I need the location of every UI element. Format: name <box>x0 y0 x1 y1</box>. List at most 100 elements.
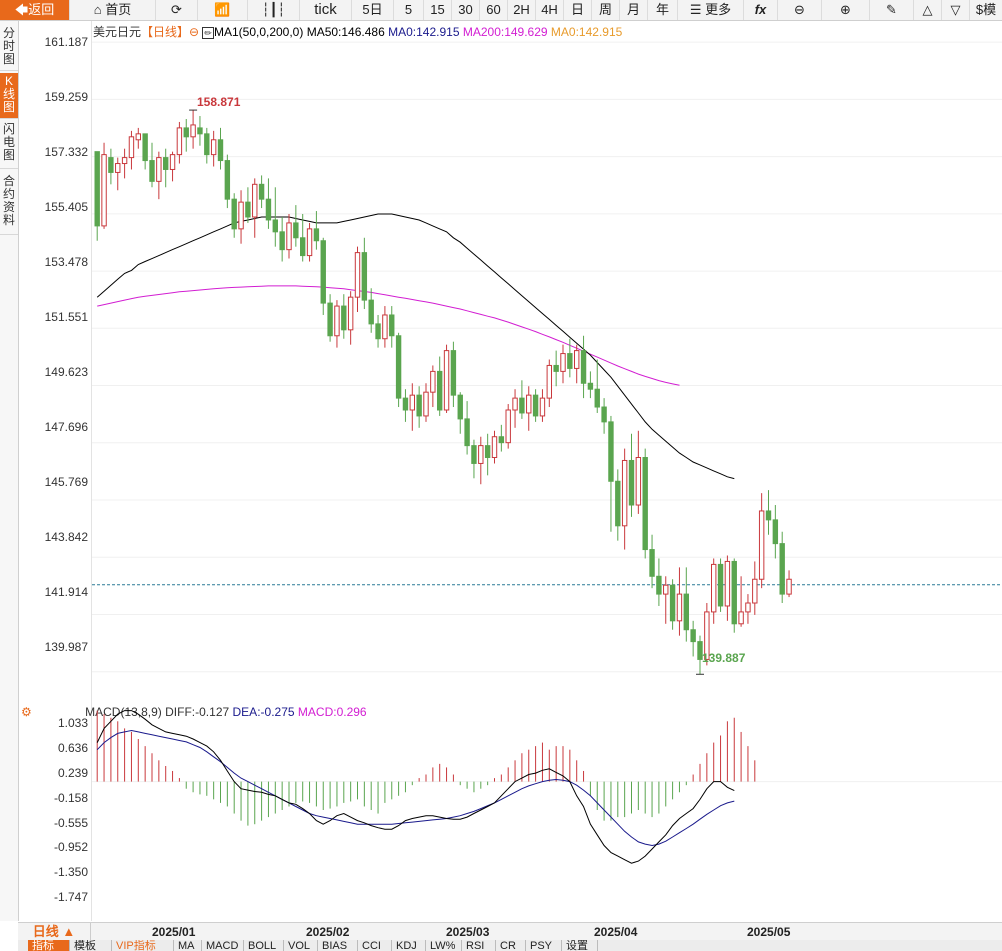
macd-y-tick-label: -0.158 <box>53 791 88 805</box>
period-4h[interactable]: 4H <box>536 0 564 20</box>
home-button[interactable]: ⌂ 首页 <box>70 0 156 20</box>
macd-y-tick-label: -0.952 <box>53 840 88 854</box>
tab-cci[interactable]: CCI <box>358 940 392 951</box>
candle-body <box>389 314 395 337</box>
candle-body <box>601 406 607 423</box>
candle-body <box>457 394 463 420</box>
y-tick-label: 145.769 <box>44 475 88 489</box>
candle-body <box>628 459 635 506</box>
refresh-button[interactable]: ⟳ <box>156 0 198 20</box>
macd-y-tick-label: -0.555 <box>53 816 88 830</box>
zoom-in-button[interactable]: ⊕ <box>822 0 870 20</box>
sidebar-item-kline[interactable]: K线图 <box>0 73 18 119</box>
tab-vip[interactable]: VIP指标 <box>112 940 174 951</box>
candle-body <box>765 510 772 521</box>
macd-y-tick-label: -1.747 <box>53 890 88 904</box>
tab-lw[interactable]: LW% <box>426 940 462 951</box>
candle-body <box>615 480 621 527</box>
candle-body <box>724 560 731 607</box>
dollar-icon: $ <box>975 2 984 17</box>
period-5min[interactable]: 5 <box>394 0 424 20</box>
tab-vol[interactable]: VOL <box>284 940 318 951</box>
candle-body <box>731 560 737 625</box>
x-tick-label: 2025/04 <box>594 925 638 939</box>
toggle-icon[interactable]: ⊖ <box>189 25 203 39</box>
candle-body <box>135 133 141 141</box>
price-chart[interactable] <box>92 21 1002 701</box>
candle-body <box>505 409 511 444</box>
y-tick-label: 141.914 <box>44 585 88 599</box>
candle-body <box>306 228 313 257</box>
candle-body <box>553 364 559 372</box>
tick-button[interactable]: tick <box>300 0 352 20</box>
candle-body <box>279 231 285 251</box>
candle-body <box>450 350 457 396</box>
period-week[interactable]: 周 <box>592 0 620 20</box>
tab-psy[interactable]: PSY <box>526 940 562 951</box>
toolbar: 🡄返回 ⌂ 首页 ⟳ 📶 ┆┃┆ tick 5日 5 15 30 60 2H 4… <box>0 0 1002 21</box>
period-2h[interactable]: 2H <box>508 0 536 20</box>
candle-body <box>512 397 518 411</box>
back-button[interactable]: 🡄返回 <box>0 0 70 20</box>
candle-body <box>169 154 176 170</box>
tab-cr[interactable]: CR <box>496 940 526 951</box>
tab-templates[interactable]: 模板 <box>70 940 112 951</box>
period-month[interactable]: 月 <box>620 0 648 20</box>
candle-body <box>416 394 422 417</box>
period-year[interactable]: 年 <box>648 0 678 20</box>
x-tick-label: 2025/03 <box>446 925 490 939</box>
candle-body <box>354 252 361 298</box>
period-day[interactable]: 日 <box>564 0 592 20</box>
triangle-down-icon: ▽ <box>950 2 961 17</box>
candle-body <box>519 397 525 414</box>
down-triangle-button[interactable]: ▽ <box>942 0 970 20</box>
period-5day[interactable]: 5日 <box>352 0 394 20</box>
period-15min[interactable]: 15 <box>424 0 452 20</box>
sidebar-item-timeshare[interactable]: 分时图 <box>0 25 18 71</box>
tab-ma[interactable]: MA <box>174 940 202 951</box>
tab-macd[interactable]: MACD <box>202 940 244 951</box>
candle-body <box>286 222 292 251</box>
refresh-icon: ⟳ <box>171 2 182 17</box>
dea-line <box>96 729 735 847</box>
zoom-out-button[interactable]: ⊖ <box>778 0 822 20</box>
y-tick-label: 161.187 <box>44 35 88 49</box>
macd-settings-icon[interactable]: ⚙ <box>21 705 32 719</box>
y-tick-label: 143.842 <box>44 530 88 544</box>
candle-body <box>265 198 272 221</box>
candle-body <box>786 578 792 595</box>
candle-body <box>574 350 580 369</box>
candle-body <box>245 201 251 218</box>
x-tick-label: 2025/01 <box>152 925 196 939</box>
period-30min[interactable]: 30 <box>452 0 480 20</box>
macd-legend: ⚙ MACD(13,8,9) DIFF:-0.127 DEA:-0.275 MA… <box>21 705 367 719</box>
formula-button[interactable]: fx <box>744 0 778 20</box>
tab-indicators[interactable]: 指标 <box>28 940 70 951</box>
tab-rsi[interactable]: RSI <box>462 940 496 951</box>
candle-body <box>190 124 196 138</box>
model-button[interactable]: $模 <box>975 2 997 17</box>
more-button[interactable]: ☰ 更多 <box>678 0 744 20</box>
tab-bias[interactable]: BIAS <box>318 940 358 951</box>
macd-chart[interactable] <box>92 700 1002 920</box>
tab-settings[interactable]: 设置 <box>562 940 598 951</box>
candle-body <box>608 421 614 482</box>
tab-kdj[interactable]: KDJ <box>392 940 426 951</box>
candlestick-button[interactable]: ┆┃┆ <box>248 0 300 20</box>
bar-chart-button[interactable]: 📶 <box>198 0 248 20</box>
candle-body <box>471 445 477 464</box>
up-triangle-button[interactable]: △ <box>914 0 942 20</box>
candle-body <box>94 151 100 227</box>
period-60min[interactable]: 60 <box>480 0 508 20</box>
axis-separator <box>91 21 92 921</box>
candle-body <box>217 139 224 162</box>
sidebar-item-contract[interactable]: 合约资料 <box>0 173 18 235</box>
period-selector[interactable]: 日线 ▲ <box>18 923 91 941</box>
candle-body <box>758 510 765 580</box>
candle-body <box>210 139 217 156</box>
draw-pen-button[interactable]: ✎ <box>870 0 914 20</box>
ma200-line <box>97 285 680 386</box>
indicator-settings-icon[interactable]: ✏ <box>202 27 214 39</box>
sidebar-item-lightning[interactable]: 闪电图 <box>0 121 18 169</box>
tab-boll[interactable]: BOLL <box>244 940 284 951</box>
